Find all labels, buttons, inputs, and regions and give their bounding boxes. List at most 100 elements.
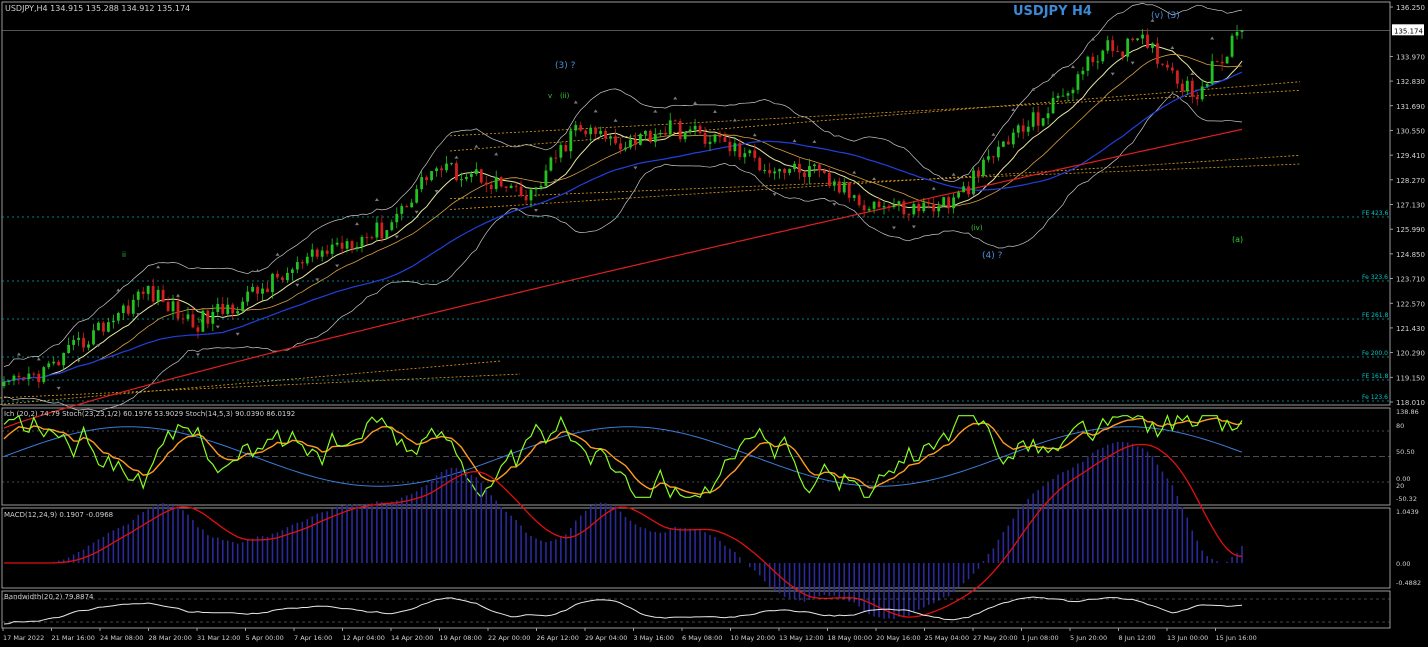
candle-body xyxy=(37,373,41,383)
fractal-arrow xyxy=(335,264,340,268)
candle-body xyxy=(464,176,468,180)
time-label: 28 Mar 20:00 xyxy=(149,634,192,642)
candle-body xyxy=(1136,38,1139,40)
candlesticks[interactable] xyxy=(2,24,1244,389)
candle-body xyxy=(7,380,11,382)
candle-body xyxy=(1190,80,1194,97)
stoch-fast-line xyxy=(3,413,1243,499)
candle-body xyxy=(887,206,891,208)
candle-body xyxy=(992,156,995,158)
candle-body xyxy=(489,184,493,189)
candle-body xyxy=(390,222,394,231)
time-label: 15 Jun 16:00 xyxy=(1216,634,1257,642)
fractal-arrow xyxy=(1110,72,1115,76)
candle-body xyxy=(405,206,409,208)
candle-body xyxy=(146,286,150,294)
candle-body xyxy=(932,204,936,212)
candle-body xyxy=(668,120,672,135)
fractal-arrow xyxy=(732,118,737,122)
candle-body xyxy=(634,139,637,145)
fractal-arrow xyxy=(772,193,777,197)
candle-body xyxy=(92,330,95,345)
candle-body xyxy=(136,291,140,300)
candle-body xyxy=(1001,141,1005,147)
candle-body xyxy=(902,201,906,215)
candle-body xyxy=(624,147,627,150)
price-label: 131.690 xyxy=(1396,103,1425,111)
time-label: 6 May 08:00 xyxy=(682,634,722,642)
candle-body xyxy=(415,189,419,203)
candle-body xyxy=(663,133,667,135)
candle-body xyxy=(514,185,518,187)
candle-body xyxy=(430,171,433,181)
bandwidth-panel[interactable] xyxy=(2,596,1390,625)
candle-body xyxy=(325,250,329,254)
candle-body xyxy=(1081,70,1085,75)
candle-body xyxy=(922,202,926,212)
fractal-arrow xyxy=(76,359,81,363)
candle-body xyxy=(703,132,707,144)
candle-body xyxy=(479,169,483,183)
price-axis[interactable]: 136.250 133.970 132.830 131.690 130.550 129.4… xyxy=(1390,4,1425,407)
fractal-arrow xyxy=(414,210,419,214)
candle-body xyxy=(474,169,478,174)
candle-body xyxy=(832,181,836,186)
candle-body xyxy=(1091,56,1095,63)
candle-body xyxy=(549,157,553,171)
time-label: 24 Mar 08:00 xyxy=(100,634,143,642)
panel-frame-2 xyxy=(1,507,1391,589)
candle-body xyxy=(335,242,339,245)
candle-body xyxy=(584,130,588,135)
candle-body xyxy=(310,249,314,257)
candle-body xyxy=(1056,95,1060,98)
candle-body xyxy=(395,213,399,223)
candle-body xyxy=(111,320,115,323)
candle-body xyxy=(266,288,269,293)
candle-body xyxy=(574,125,578,131)
candle-body xyxy=(813,164,816,167)
candle-body xyxy=(1051,97,1055,114)
candle-body xyxy=(400,206,404,214)
candle-body xyxy=(763,170,767,172)
time-axis[interactable]: 17 Mar 2022 21 Mar 16:00 24 Mar 08:00 28 Ma… xyxy=(2,628,1257,642)
candle-body xyxy=(589,127,593,135)
fractal-arrow xyxy=(1190,72,1195,76)
wave-label: (iv) xyxy=(971,224,983,232)
candle-body xyxy=(67,344,71,354)
candle-body xyxy=(788,169,791,173)
candle-body xyxy=(261,288,264,294)
candle-body xyxy=(917,203,921,212)
fractal-arrow xyxy=(315,278,320,282)
candle-body xyxy=(982,159,985,176)
candle-body xyxy=(300,262,304,264)
stoch-scale-label: 138.86 xyxy=(1396,408,1419,416)
candle-body xyxy=(534,187,538,190)
candle-body xyxy=(1031,112,1035,127)
candle-body xyxy=(281,277,284,281)
candle-body xyxy=(639,134,642,145)
macd-panel[interactable]: 1.0439 0.00 -0.4882 xyxy=(4,441,1421,620)
price-label: 133.970 xyxy=(1396,53,1425,61)
fractal-arrow xyxy=(693,101,698,105)
candle-body xyxy=(648,130,652,143)
wave-label: v xyxy=(548,92,552,100)
candle-body xyxy=(1230,35,1234,57)
candle-body xyxy=(186,314,190,320)
candle-body xyxy=(107,322,110,332)
ma-slow-line xyxy=(3,128,1243,429)
price-label: 121.430 xyxy=(1396,325,1425,333)
candle-body xyxy=(360,237,364,247)
channel-line-0 xyxy=(449,81,1301,152)
bandwidth-line xyxy=(3,596,1243,625)
time-label: 19 Apr 08:00 xyxy=(440,634,482,642)
time-label: 25 May 04:00 xyxy=(925,634,970,642)
candle-body xyxy=(996,146,1000,158)
wave-label: iv xyxy=(198,317,204,325)
wave-label: (4) ? xyxy=(982,251,1003,261)
fractal-arrow xyxy=(16,352,21,356)
candle-body xyxy=(927,202,931,205)
candle-body xyxy=(211,311,215,324)
candle-body xyxy=(808,166,811,178)
